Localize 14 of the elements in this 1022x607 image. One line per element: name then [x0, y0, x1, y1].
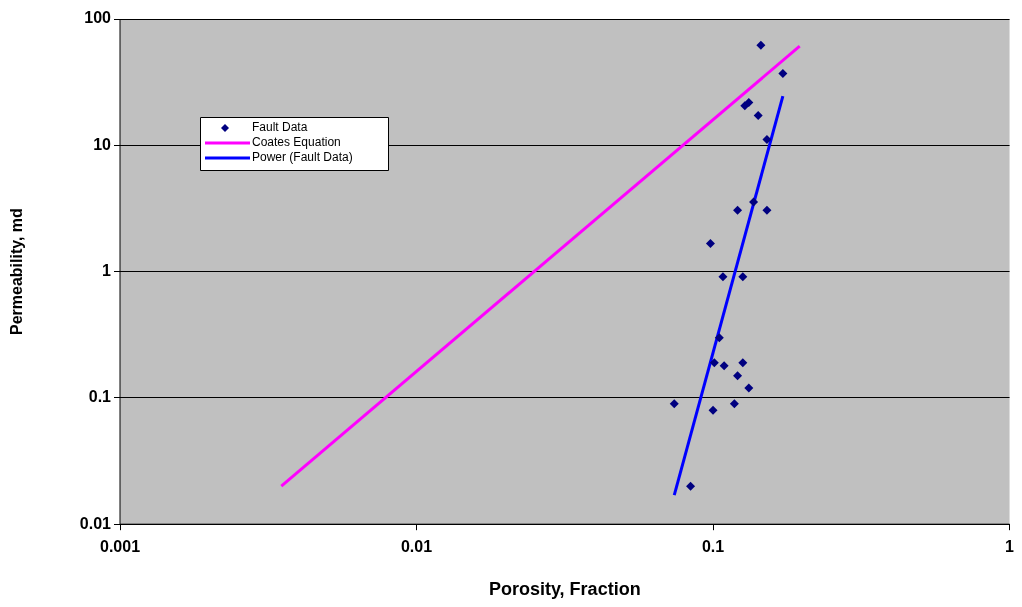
y-tick-label: 10	[93, 135, 112, 153]
y-tick-label: 0.01	[79, 514, 112, 532]
legend-label: Coates Equation	[252, 135, 341, 150]
y-tick-label: 100	[84, 9, 112, 27]
y-axis-title: Permeability, md	[8, 208, 26, 336]
x-tick-label: 1	[1005, 538, 1015, 556]
legend-label: Fault Data	[252, 120, 308, 135]
x-tick-label: 0.1	[701, 538, 725, 556]
legend-label: Power (Fault Data)	[252, 150, 353, 165]
x-tick-label: 0.001	[99, 538, 141, 556]
y-tick-label: 1	[102, 262, 112, 280]
x-axis-title: Porosity, Fraction	[488, 579, 641, 600]
x-tick-label: 0.01	[400, 538, 433, 556]
y-tick-label: 0.1	[88, 388, 112, 406]
